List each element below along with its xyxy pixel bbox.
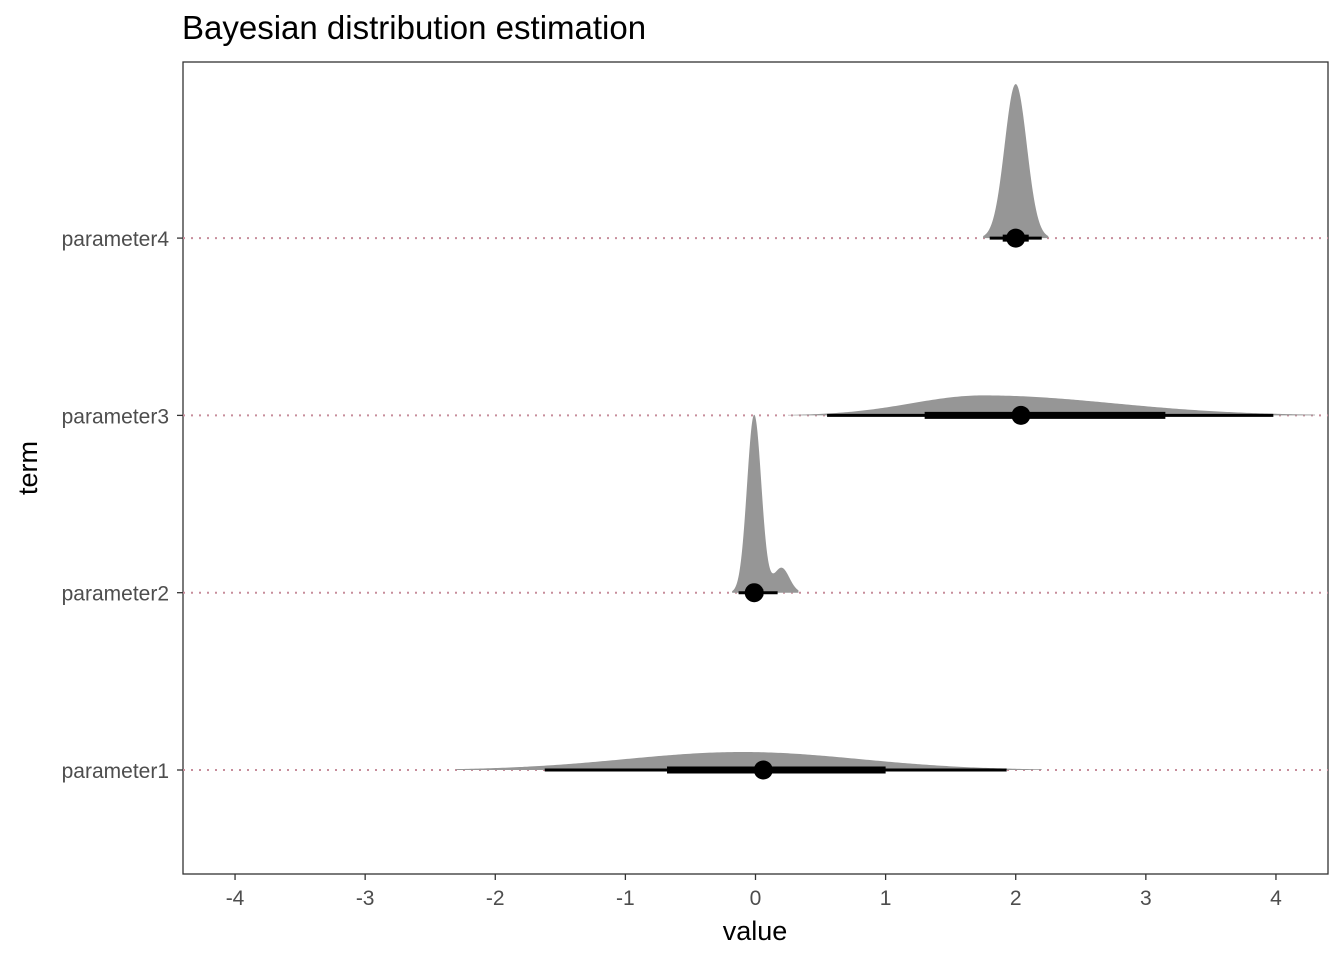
x-axis-title: value xyxy=(723,916,788,946)
x-tick-label: 4 xyxy=(1270,887,1282,910)
y-axis: parameter1 parameter2 parameter3 parameter4 xyxy=(62,228,183,783)
x-tick-label: 3 xyxy=(1140,887,1152,910)
plot-panel xyxy=(182,61,1329,875)
density-parameter3 xyxy=(788,395,1315,416)
density-parameter1 xyxy=(456,752,1042,770)
x-tick-label: 0 xyxy=(750,887,762,910)
x-tick-label: 1 xyxy=(880,887,892,910)
x-axis: -4 -3 -2 -1 0 1 2 3 4 xyxy=(226,874,1282,910)
point-estimate-parameter1 xyxy=(753,760,773,780)
y-tick-label-parameter4: parameter4 xyxy=(62,228,170,251)
y-tick-label-parameter2: parameter2 xyxy=(62,583,169,606)
x-tick-label: -1 xyxy=(616,887,635,910)
x-tick-label: -3 xyxy=(356,887,375,910)
point-estimate-parameter4 xyxy=(1006,228,1026,248)
chart-title: Bayesian distribution estimation xyxy=(182,9,646,46)
y-tick-label-parameter1: parameter1 xyxy=(62,760,169,783)
point-estimate-parameter3 xyxy=(1011,405,1031,425)
x-tick-label: -4 xyxy=(226,887,245,910)
x-tick-label: -2 xyxy=(486,887,505,910)
density-parameter4 xyxy=(983,84,1049,239)
density-parameter2 xyxy=(732,414,799,593)
y-tick-label-parameter3: parameter3 xyxy=(62,405,169,428)
point-estimate-parameter2 xyxy=(744,583,764,603)
x-tick-label: 2 xyxy=(1010,887,1022,910)
y-axis-title: term xyxy=(13,441,43,495)
